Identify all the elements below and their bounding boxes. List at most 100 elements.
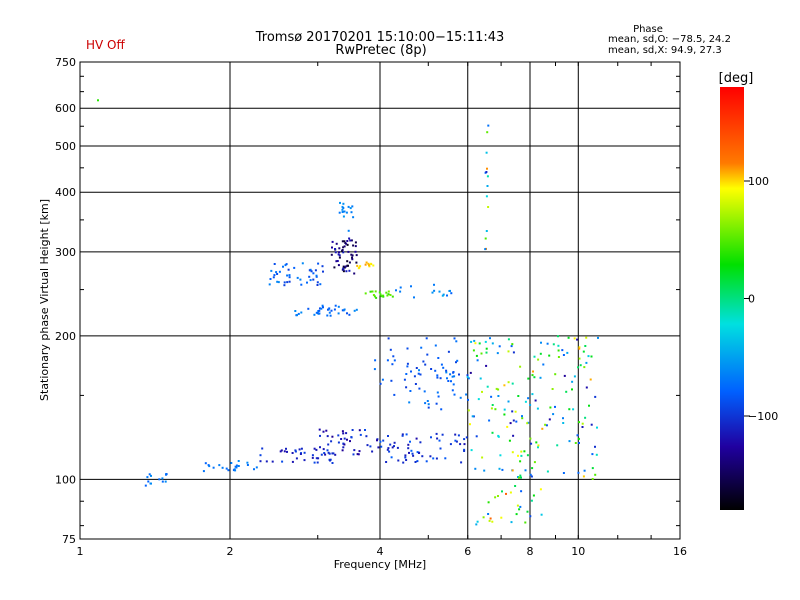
data-point	[455, 361, 457, 364]
data-point	[465, 436, 468, 439]
data-point	[463, 450, 466, 452]
data-point	[246, 461, 249, 464]
data-point	[486, 167, 488, 170]
data-point	[322, 306, 324, 309]
data-point	[288, 274, 291, 277]
data-point	[582, 350, 585, 353]
data-point	[568, 440, 571, 443]
data-point	[503, 413, 506, 416]
data-point	[503, 384, 506, 387]
data-point	[349, 440, 351, 443]
data-point	[498, 345, 501, 348]
x-tick-label: 6	[464, 545, 471, 558]
data-point	[548, 354, 551, 357]
data-point	[480, 352, 483, 355]
data-point	[453, 375, 456, 378]
hv-status-label: HV Off	[86, 38, 125, 52]
data-point	[318, 312, 321, 315]
x-tick-label: 8	[527, 545, 534, 558]
data-point	[312, 278, 315, 281]
data-point	[357, 267, 360, 270]
data-point	[202, 470, 205, 473]
data-point	[389, 443, 392, 446]
data-point	[406, 365, 409, 368]
data-point	[576, 434, 579, 437]
data-point	[369, 290, 372, 293]
colorbar-tick-label: −100	[748, 410, 778, 423]
data-point	[475, 354, 478, 357]
data-point	[364, 429, 366, 431]
data-point	[345, 270, 348, 273]
data-point	[376, 439, 378, 442]
data-point	[382, 295, 385, 298]
data-point	[568, 408, 571, 411]
chart-title-line1: Tromsø 20170201 15:10:00−15:11:43	[255, 30, 505, 45]
data-point	[225, 467, 228, 470]
data-point	[427, 403, 430, 406]
data-point	[341, 205, 344, 208]
data-point	[526, 422, 529, 425]
data-point	[487, 206, 490, 208]
data-point	[417, 372, 420, 375]
data-point	[234, 469, 237, 472]
data-point	[501, 468, 504, 471]
colorbar-label: [deg]	[719, 71, 754, 86]
data-point	[409, 390, 412, 392]
data-point	[330, 309, 333, 312]
data-point	[426, 353, 429, 356]
data-point	[490, 395, 493, 398]
data-point	[539, 352, 542, 355]
data-point	[524, 469, 527, 472]
data-point	[413, 296, 415, 299]
data-point	[565, 390, 568, 393]
data-point	[470, 340, 473, 343]
data-point	[391, 295, 394, 298]
data-point	[451, 375, 454, 378]
data-point	[298, 448, 301, 451]
data-point	[255, 466, 258, 469]
data-point	[296, 276, 299, 279]
data-point	[288, 280, 291, 283]
data-point	[540, 513, 543, 516]
data-point	[341, 211, 344, 213]
data-point	[512, 351, 515, 354]
data-point	[349, 207, 352, 210]
data-point	[485, 230, 488, 232]
data-point	[453, 393, 456, 396]
data-point	[299, 453, 302, 455]
data-point	[544, 423, 547, 426]
data-point	[261, 447, 264, 450]
data-point	[341, 249, 344, 251]
data-point	[373, 368, 376, 371]
data-point	[414, 461, 417, 463]
data-point	[391, 363, 394, 366]
data-point	[506, 425, 509, 428]
data-point	[475, 435, 478, 438]
data-point	[486, 175, 489, 178]
data-point	[390, 456, 393, 459]
data-point	[509, 422, 512, 425]
data-point	[387, 435, 389, 437]
data-point	[546, 342, 549, 345]
data-point	[319, 283, 322, 286]
data-point	[577, 471, 580, 474]
data-point	[578, 442, 580, 444]
data-point	[326, 435, 329, 438]
data-point	[495, 387, 498, 390]
data-point	[347, 250, 350, 253]
data-point	[352, 244, 355, 247]
x-axis-label: Frequency [MHz]	[334, 558, 426, 571]
data-point	[446, 294, 448, 297]
data-point	[405, 459, 408, 461]
data-point	[413, 375, 416, 378]
data-point	[421, 455, 424, 458]
chart-title-line2: RwPretec (8p)	[335, 43, 426, 58]
data-point	[379, 440, 382, 443]
data-point	[325, 429, 328, 432]
data-point	[283, 284, 286, 287]
data-point	[581, 426, 584, 428]
data-point	[313, 461, 316, 464]
data-point	[482, 516, 485, 519]
data-point	[542, 363, 545, 366]
data-point	[375, 296, 378, 299]
